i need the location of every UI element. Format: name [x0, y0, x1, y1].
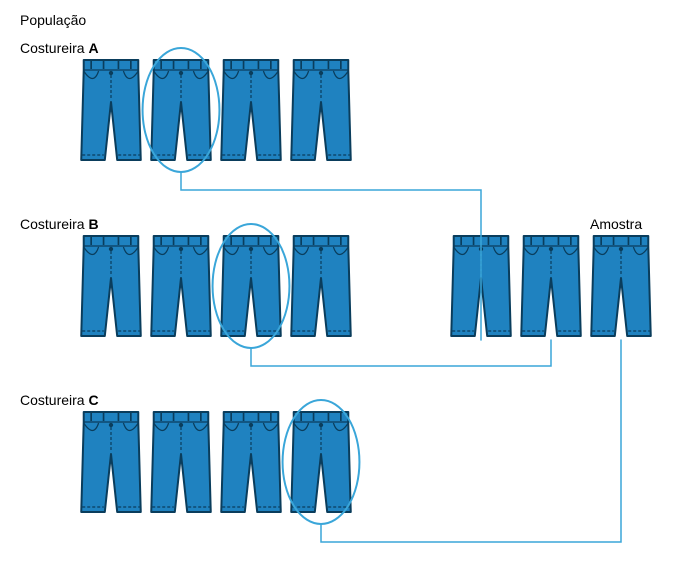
pants-icon [221, 236, 281, 336]
connector-line [251, 340, 551, 366]
row-b-bold: B [88, 216, 98, 232]
pants-icon [151, 60, 211, 160]
pants-icon [591, 236, 651, 336]
row-c-label: Costureira C [20, 392, 99, 408]
pants-icon [521, 236, 581, 336]
connectors [181, 172, 621, 542]
connector-line [181, 172, 481, 340]
pants-icon [291, 412, 351, 512]
sample-title: Amostra [590, 216, 642, 232]
pants-icon [151, 236, 211, 336]
pants-icon [81, 60, 141, 160]
pants-icon [291, 236, 351, 336]
population-title: População [20, 12, 86, 28]
pants-icon [151, 412, 211, 512]
selection-ellipse [143, 48, 220, 172]
row-c-prefix: Costureira [20, 392, 88, 408]
row-a-label: Costureira A [20, 40, 99, 56]
connector-line [321, 340, 621, 542]
pants-icon [221, 412, 281, 512]
pants-icon [81, 236, 141, 336]
selection-circles [143, 48, 360, 524]
selection-ellipse [213, 224, 290, 348]
row-a-bold: A [88, 40, 98, 56]
row-b-label: Costureira B [20, 216, 99, 232]
row-b-prefix: Costureira [20, 216, 88, 232]
pants-icon [291, 60, 351, 160]
pants-icon [451, 236, 511, 336]
pants-icon [221, 60, 281, 160]
pants-icon [81, 412, 141, 512]
row-c-bold: C [88, 392, 98, 408]
selection-ellipse [283, 400, 360, 524]
row-a-prefix: Costureira [20, 40, 88, 56]
